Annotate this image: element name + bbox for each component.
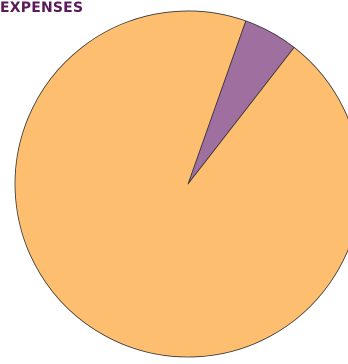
pie-slice-0 [14, 10, 348, 358]
pie-slices [14, 10, 348, 358]
chart-title: EXPENSES [0, 0, 84, 16]
